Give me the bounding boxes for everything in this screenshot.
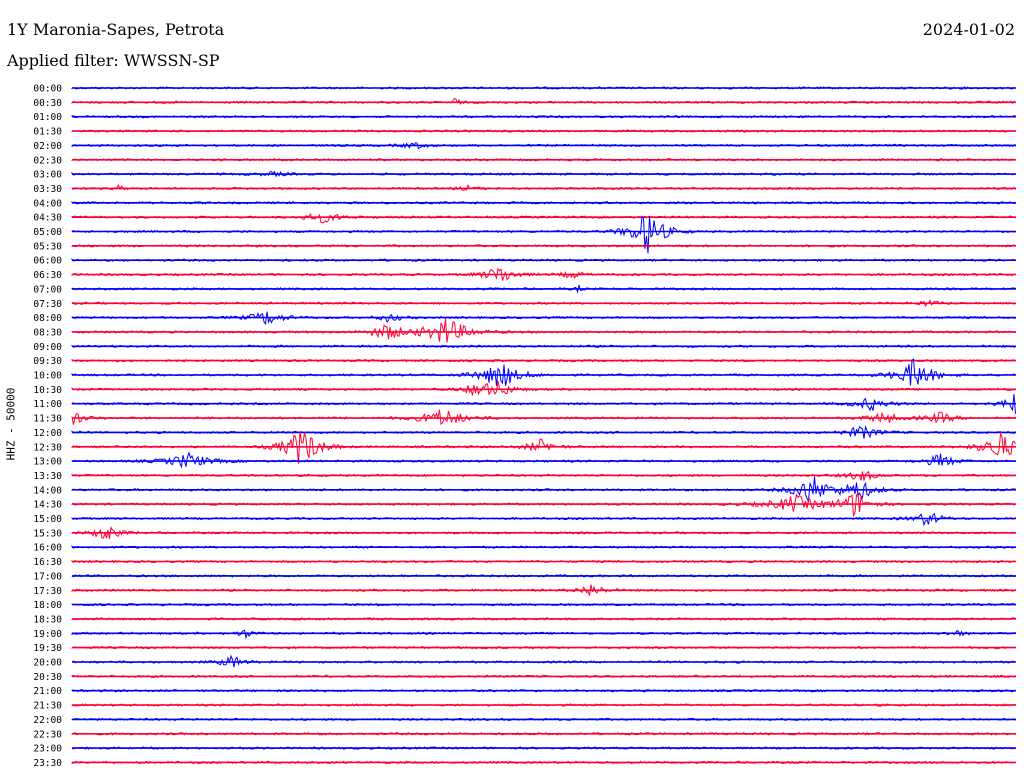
trace-time-label: 19:30 [33, 643, 62, 654]
seismic-trace [71, 358, 1016, 386]
trace-time-label: 05:00 [33, 227, 62, 238]
trace-time-label: 08:00 [33, 313, 62, 324]
trace-time-label: 03:00 [33, 170, 62, 181]
trace-time-label: 18:00 [33, 600, 62, 611]
trace-time-label: 02:30 [33, 155, 62, 166]
trace-time-label: 23:30 [33, 758, 62, 769]
trace-time-label: 07:30 [33, 299, 62, 310]
trace-time-label: 05:30 [33, 241, 62, 252]
seismic-trace [71, 409, 1016, 426]
trace-time-label: 15:30 [33, 528, 62, 539]
trace-time-label: 16:30 [33, 557, 62, 568]
date-label: 2024-01-02 [922, 20, 1015, 39]
trace-time-label: 17:30 [33, 586, 62, 597]
trace-time-label: 19:00 [33, 629, 62, 640]
trace-time-label: 10:00 [33, 371, 62, 382]
trace-time-label: 06:30 [33, 270, 62, 281]
trace-time-label: 09:30 [33, 356, 62, 367]
trace-time-label: 17:00 [33, 571, 62, 582]
trace-time-label: 22:30 [33, 729, 62, 740]
trace-time-label: 01:00 [33, 112, 62, 123]
seismic-trace [71, 318, 1016, 343]
trace-time-label: 23:00 [33, 744, 62, 755]
trace-time-label: 04:00 [33, 198, 62, 209]
seismic-trace [71, 451, 1016, 469]
trace-time-label: 13:30 [33, 471, 62, 482]
seismic-trace [71, 380, 1016, 396]
trace-time-label: 07:00 [33, 284, 62, 295]
trace-time-label: 08:30 [33, 327, 62, 338]
trace-time-label: 06:00 [33, 256, 62, 267]
trace-time-label: 02:00 [33, 141, 62, 152]
trace-time-label: 22:00 [33, 715, 62, 726]
trace-time-label: 10:30 [33, 385, 62, 396]
trace-time-label: 04:30 [33, 213, 62, 224]
trace-time-label: 14:30 [33, 500, 62, 511]
trace-time-label: 00:30 [33, 98, 62, 109]
seismic-trace [71, 215, 1016, 254]
trace-time-label: 01:30 [33, 127, 62, 138]
trace-time-label: 12:30 [33, 442, 62, 453]
trace-time-label: 15:00 [33, 514, 62, 525]
filter-label: Applied filter: WWSSN-SP [7, 51, 220, 70]
trace-time-label: 11:30 [33, 414, 62, 425]
trace-time-label: 11:00 [33, 399, 62, 410]
trace-time-label: 21:30 [33, 701, 62, 712]
trace-time-label: 13:00 [33, 457, 62, 468]
trace-time-label: 18:30 [33, 614, 62, 625]
trace-time-label: 21:00 [33, 686, 62, 697]
trace-time-label: 16:00 [33, 543, 62, 554]
seismic-trace [71, 213, 1016, 224]
trace-time-label: 20:00 [33, 658, 62, 669]
trace-time-label: 20:30 [33, 672, 62, 683]
station-title: 1Y Maronia-Sapes, Petrota [7, 20, 225, 39]
trace-time-label: 00:00 [33, 84, 62, 95]
trace-time-label: 09:00 [33, 342, 62, 353]
trace-time-label: 03:30 [33, 184, 62, 195]
trace-time-label: 12:00 [33, 428, 62, 439]
trace-time-label: 14:00 [33, 485, 62, 496]
